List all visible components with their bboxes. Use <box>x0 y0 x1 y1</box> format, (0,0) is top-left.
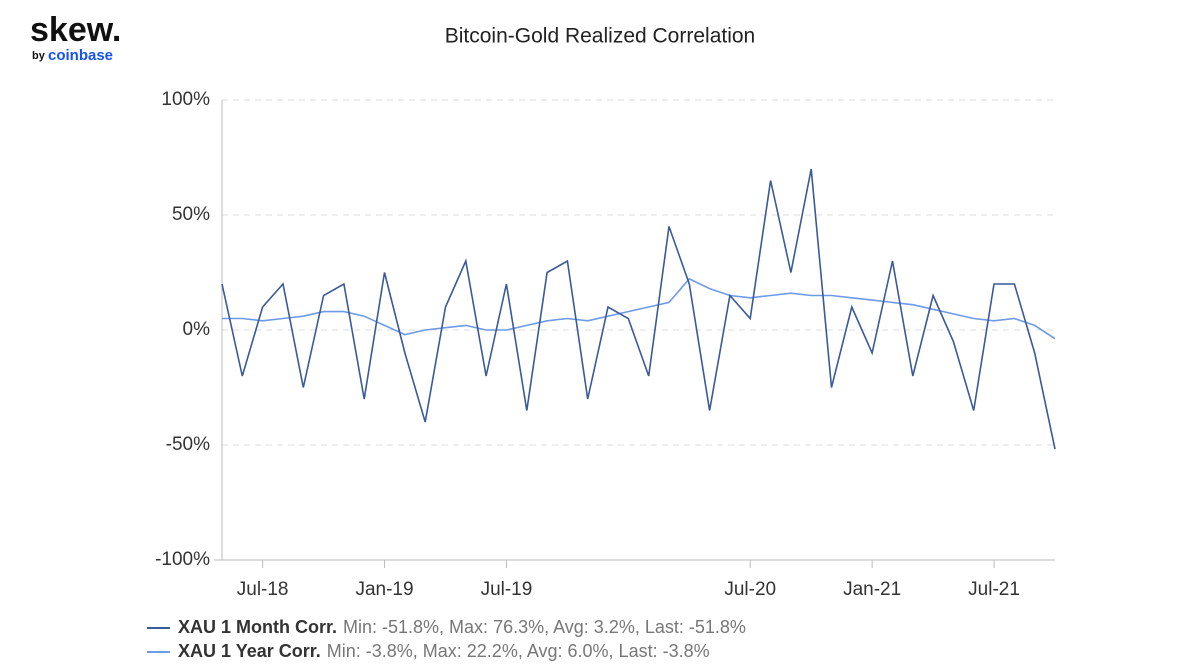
y-tick-label: 100% <box>161 89 210 110</box>
logo-brand: skew. <box>30 11 121 49</box>
legend-stats: Min: -51.8%, Max: 76.3%, Avg: 3.2%, Last… <box>343 617 746 637</box>
series-line <box>222 277 1056 340</box>
logo-company: coinbase <box>48 47 113 64</box>
y-tick-label: -50% <box>166 434 210 455</box>
logo-by: by <box>32 50 46 62</box>
y-tick-label: -100% <box>155 549 210 570</box>
x-tick-label: Jan-21 <box>843 579 901 600</box>
legend-name: XAU 1 Year Corr. <box>178 641 321 661</box>
legend-entry: XAU 1 Month Corr. Min: -51.8%, Max: 76.3%… <box>178 617 746 637</box>
y-tick-label: 50% <box>172 204 210 225</box>
y-tick-label: 0% <box>183 319 211 340</box>
legend-stats: Min: -3.8%, Max: 22.2%, Avg: 6.0%, Last:… <box>327 641 710 661</box>
legend-entry: XAU 1 Year Corr. Min: -3.8%, Max: 22.2%, … <box>178 641 710 661</box>
legend-name: XAU 1 Month Corr. <box>178 617 337 637</box>
x-tick-label: Jul-21 <box>968 579 1020 600</box>
x-tick-label: Jul-18 <box>237 579 289 600</box>
series-line <box>221 168 1056 450</box>
x-tick-label: Jul-20 <box>724 579 776 600</box>
x-tick-label: Jan-19 <box>355 579 413 600</box>
chart-title: Bitcoin-Gold Realized Correlation <box>445 25 755 48</box>
x-tick-label: Jul-19 <box>481 579 533 600</box>
